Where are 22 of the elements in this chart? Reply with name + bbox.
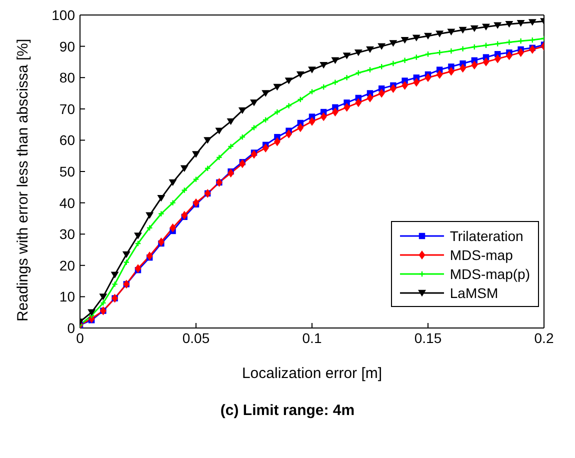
y-tick-label: 40 [59, 194, 76, 211]
x-tick-label: 0.2 [534, 330, 554, 346]
y-tick-label: 70 [59, 100, 76, 117]
y-tick-label: 20 [59, 257, 76, 274]
y-axis-title: Readings with error less than abscissa [%] [14, 38, 32, 322]
legend-label: Trilateration [450, 228, 524, 244]
x-tick-label: 0.1 [302, 330, 322, 346]
legend-label: MDS-map [450, 246, 513, 262]
y-tick-label: 100 [52, 6, 76, 23]
legend-label: MDS-map(p) [450, 266, 530, 282]
y-tick-label: 10 [59, 288, 76, 305]
x-tick-label: 0.05 [182, 330, 210, 346]
legend-label: LaMSM [450, 284, 498, 300]
x-axis-title: Localization error [m] [242, 365, 382, 382]
y-tick-label: 0 [67, 320, 76, 336]
x-tick-label: 0.15 [414, 330, 442, 346]
y-tick-label: 50 [59, 163, 76, 180]
text: (c) Limit range: 4m [219, 402, 356, 419]
y-tick-label: 60 [59, 132, 76, 148]
y-tick-label: 90 [59, 38, 76, 54]
y-tick-label: 80 [59, 70, 76, 86]
y-tick-label: 30 [59, 226, 76, 242]
